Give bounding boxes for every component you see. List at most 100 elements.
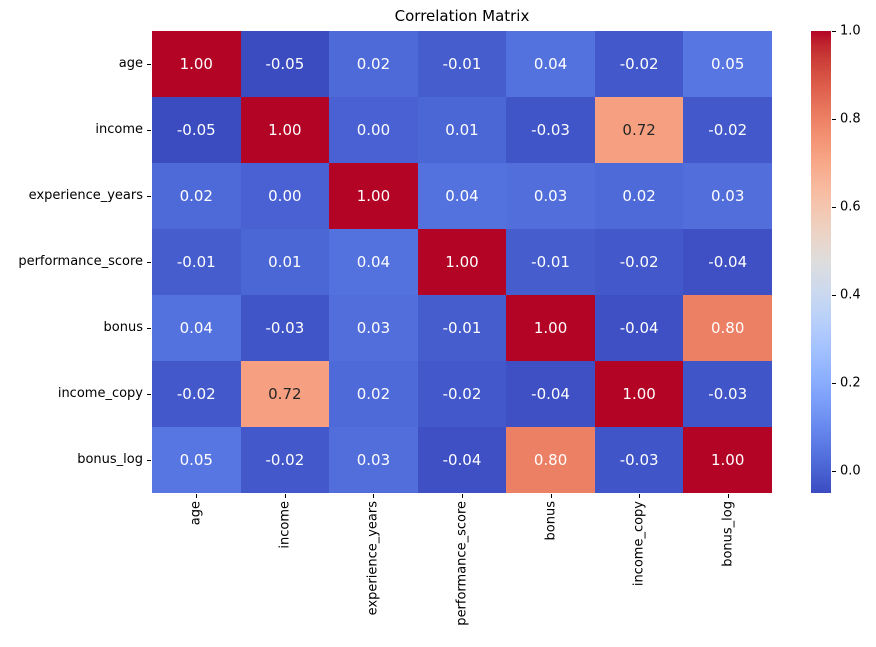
cell-value: -0.02 xyxy=(619,55,659,73)
y-tick-label: income xyxy=(95,122,143,137)
heatmap-cell: -0.01 xyxy=(417,295,507,361)
heatmap-cell: -0.01 xyxy=(152,229,241,295)
cell-value: -0.04 xyxy=(708,253,748,271)
heatmap-cell: 1.00 xyxy=(329,163,418,229)
colorbar-gradient xyxy=(811,31,831,493)
heatmap-cell: 1.00 xyxy=(594,361,684,427)
x-tick-label: age xyxy=(188,501,204,526)
colorbar-tick-label: 0.6 xyxy=(840,199,861,215)
heatmap-cell: 0.04 xyxy=(417,163,507,229)
cell-value: -0.04 xyxy=(619,319,659,337)
colorbar-tick-mark xyxy=(832,31,836,32)
cell-value: 0.03 xyxy=(356,319,391,337)
cell-value: 0.02 xyxy=(622,187,656,205)
cell-value: -0.01 xyxy=(531,253,570,271)
heatmap-cell: 0.03 xyxy=(329,427,418,493)
x-tick-mark xyxy=(639,494,641,498)
heatmap-cell: -0.04 xyxy=(417,427,507,493)
heatmap-cell: 0.01 xyxy=(240,229,330,295)
heatmap-cell: 0.03 xyxy=(329,295,418,361)
heatmap-cell: 0.01 xyxy=(417,97,507,163)
heatmap-cell: 0.02 xyxy=(152,163,241,229)
x-tick-label: performance_score xyxy=(454,501,470,626)
heatmap-cell: -0.05 xyxy=(240,31,330,97)
cell-value: 0.02 xyxy=(179,187,213,205)
heatmap-cell: 1.00 xyxy=(152,31,241,97)
heatmap-cell: 0.00 xyxy=(240,163,330,229)
colorbar-tick-label: 0.4 xyxy=(840,287,861,303)
y-tick-mark xyxy=(147,64,151,65)
cell-value: 0.00 xyxy=(356,121,391,139)
cell-value: 0.03 xyxy=(356,451,391,469)
cell-value: -0.03 xyxy=(619,451,659,469)
cell-value: 0.02 xyxy=(356,55,391,73)
y-tick-label: experience_years xyxy=(28,188,143,203)
chart-title: Correlation Matrix xyxy=(394,7,530,25)
heatmap-cell: 0.02 xyxy=(329,361,418,427)
cell-value: 0.72 xyxy=(268,385,302,403)
heatmap-cell: 0.04 xyxy=(329,229,418,295)
cell-value: 1.00 xyxy=(179,55,213,73)
heatmap-cell: -0.02 xyxy=(594,229,684,295)
colorbar-tick-label: 0.8 xyxy=(840,111,861,127)
y-tick-label: income_copy xyxy=(57,386,143,401)
heatmap-cell: 1.00 xyxy=(240,97,330,163)
cell-value: 1.00 xyxy=(533,319,568,337)
cell-value: 0.01 xyxy=(268,253,302,271)
cell-value: 0.00 xyxy=(268,187,302,205)
cell-value: -0.01 xyxy=(176,253,216,271)
y-tick-mark xyxy=(147,130,151,131)
heatmap-cell: 0.05 xyxy=(152,427,241,493)
colorbar-tick-mark xyxy=(832,295,836,296)
heatmap-cell: -0.03 xyxy=(506,97,595,163)
y-tick-mark xyxy=(147,328,151,329)
heatmap-cell: -0.04 xyxy=(594,295,684,361)
y-tick-label: age xyxy=(118,56,143,71)
cell-value: 1.00 xyxy=(622,385,656,403)
cell-value: -0.05 xyxy=(176,121,216,139)
heatmap-cell: 1.00 xyxy=(683,427,772,493)
cell-value: 0.02 xyxy=(356,385,391,403)
x-tick-mark xyxy=(284,494,286,498)
heatmap-cell: 0.80 xyxy=(683,295,772,361)
y-tick-mark xyxy=(147,196,151,197)
cell-value: -0.03 xyxy=(265,319,305,337)
heatmap-cell: 0.02 xyxy=(594,163,684,229)
heatmap-cell: -0.02 xyxy=(240,427,330,493)
cell-value: 0.04 xyxy=(179,319,213,337)
heatmap-cell: -0.04 xyxy=(683,229,772,295)
x-tick-mark xyxy=(373,494,375,498)
cell-value: 0.04 xyxy=(356,253,391,271)
cell-value: 0.80 xyxy=(533,451,568,469)
heatmap-cell: -0.03 xyxy=(594,427,684,493)
heatmap-cell: 0.72 xyxy=(240,361,330,427)
cell-value: 1.00 xyxy=(711,451,745,469)
heatmap-cell: -0.02 xyxy=(683,97,772,163)
heatmap-cell: 0.00 xyxy=(329,97,418,163)
cell-value: -0.03 xyxy=(708,385,748,403)
heatmap-cell: 1.00 xyxy=(506,295,595,361)
cell-value: -0.03 xyxy=(531,121,570,139)
heatmap-cell: 1.00 xyxy=(417,229,507,295)
y-tick-mark xyxy=(147,262,151,263)
cell-value: 0.04 xyxy=(445,187,479,205)
colorbar-tick-label: 0.2 xyxy=(840,375,861,391)
heatmap-cell: 0.04 xyxy=(506,31,595,97)
cell-value: -0.01 xyxy=(442,319,482,337)
x-tick-label: bonus xyxy=(543,501,559,541)
colorbar-tick-mark xyxy=(832,383,836,384)
colorbar-tick-mark xyxy=(832,119,836,120)
cell-value: -0.04 xyxy=(442,451,482,469)
y-tick-label: performance_score xyxy=(18,254,143,269)
y-tick-mark xyxy=(147,460,151,461)
colorbar-tick-label: 0.0 xyxy=(840,463,861,479)
x-tick-label: experience_years xyxy=(365,501,381,616)
cell-value: -0.02 xyxy=(708,121,748,139)
y-tick-mark xyxy=(147,394,151,395)
cell-value: 1.00 xyxy=(445,253,479,271)
heatmap-cell: 0.02 xyxy=(329,31,418,97)
heatmap-cell: -0.02 xyxy=(417,361,507,427)
heatmap-cell: -0.01 xyxy=(417,31,507,97)
heatmap-cell: -0.02 xyxy=(152,361,241,427)
